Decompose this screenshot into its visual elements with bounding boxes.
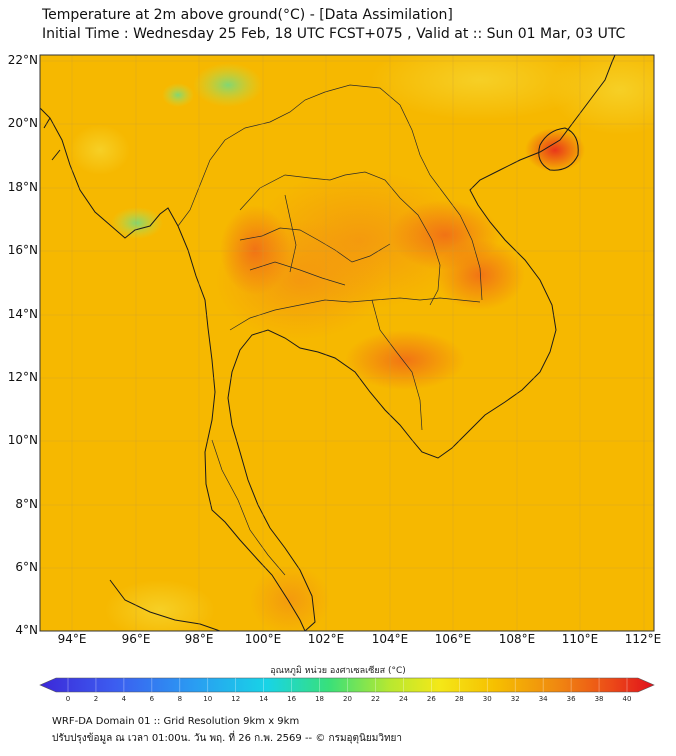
borders (177, 84, 483, 576)
chart-title: Temperature at 2m above ground(°C) - [Da… (42, 7, 453, 23)
lat-label: 12°N (7, 370, 38, 384)
colorbar-tick-label: 10 (203, 695, 212, 703)
lon-label: 112°E (624, 632, 662, 646)
lat-label: 16°N (7, 243, 38, 257)
colorbar-tick-label: 38 (595, 695, 604, 703)
colorbar-tick-label: 0 (66, 695, 70, 703)
colorbar-tick-label: 22 (371, 695, 380, 703)
lat-label: 10°N (7, 433, 38, 447)
colorbar-tick-label: 20 (343, 695, 352, 703)
colorbar-tick-label: 4 (122, 695, 127, 703)
lat-label: 14°N (7, 307, 38, 321)
colorbar-tick-label: 24 (399, 695, 408, 703)
lon-label: 100°E (244, 632, 282, 646)
lat-label: 8°N (15, 497, 38, 511)
footer-update-time: ปรับปรุงข้อมูล ณ เวลา 01:00น. วัน พฤ. ที… (52, 733, 403, 744)
colorbar-tick-label: 12 (231, 695, 240, 703)
map-frame (39, 54, 655, 632)
lat-label: 6°N (15, 560, 38, 574)
colorbar: 0 2 4 6 8 10 12 14 16 18 20 22 24 26 28 30 32 34 36 38 40 (39, 677, 655, 703)
footer-resolution: WRF-DA Domain 01 :: Grid Resolution 9km … (52, 716, 300, 727)
lat-label: 20°N (7, 116, 38, 130)
gridlines (40, 55, 654, 631)
colorbar-tick-label: 28 (455, 695, 464, 703)
colorbar-tick-label: 40 (623, 695, 632, 703)
lon-label: 104°E (371, 632, 409, 646)
chart-subtitle: Initial Time : Wednesday 25 Feb, 18 UTC … (42, 26, 626, 42)
colorbar-tick-label: 2 (94, 695, 98, 703)
colorbar-ticks: 0 2 4 6 8 10 12 14 16 18 20 22 24 26 28 30 32 34 36 38 40 (66, 678, 632, 703)
lat-label: 22°N (7, 53, 38, 67)
colorbar-label: อุณหภูมิ หน่วย องศาเซลเซียส (°C) (270, 666, 406, 676)
colorbar-tick-label: 18 (315, 695, 324, 703)
colorbar-tick-label: 30 (483, 695, 492, 703)
lon-label: 102°E (307, 632, 345, 646)
colorbar-tick-label: 36 (567, 695, 576, 703)
lon-label: 110°E (561, 632, 599, 646)
colorbar-tick-label: 32 (511, 695, 520, 703)
lat-label: 18°N (7, 180, 38, 194)
coastlines (40, 55, 616, 631)
lon-label: 94°E (57, 632, 87, 646)
colorbar-tick-label: 14 (259, 695, 268, 703)
colorbar-tick-label: 8 (178, 695, 182, 703)
colorbar-tick-label: 26 (427, 695, 436, 703)
lon-label: 108°E (498, 632, 536, 646)
lon-label: 98°E (184, 632, 214, 646)
lat-label: 4°N (15, 623, 38, 637)
temperature-field (40, 55, 654, 631)
lon-label: 106°E (434, 632, 472, 646)
colorbar-tick-label: 6 (150, 695, 155, 703)
lon-label: 96°E (121, 632, 151, 646)
colorbar-tick-label: 16 (287, 695, 296, 703)
colorbar-tick-label: 34 (539, 695, 548, 703)
